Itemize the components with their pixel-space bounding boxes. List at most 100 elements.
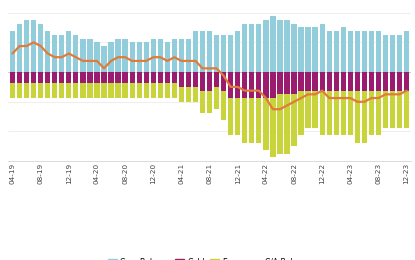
Bar	[320, 72, 325, 91]
Bar	[137, 83, 142, 98]
Bar	[291, 24, 297, 72]
Bar	[270, 72, 276, 98]
Bar	[122, 72, 128, 83]
Bar	[108, 72, 114, 83]
Bar	[179, 72, 184, 87]
Bar	[207, 72, 212, 91]
Bar	[66, 31, 71, 72]
Bar	[214, 35, 219, 72]
Bar	[362, 72, 367, 91]
Bar	[355, 91, 360, 143]
Bar	[249, 24, 254, 72]
Bar	[214, 87, 219, 109]
Bar	[270, 16, 276, 72]
Bar	[31, 83, 36, 98]
Bar	[390, 91, 395, 128]
Bar	[334, 72, 339, 91]
Bar	[270, 98, 276, 158]
Bar	[144, 72, 149, 83]
Bar	[144, 42, 149, 72]
Bar	[73, 35, 78, 72]
Bar	[305, 91, 311, 128]
Bar	[80, 39, 85, 72]
Bar	[404, 72, 409, 91]
Legend: Core Balance, Gold, Energy, C/A Balance: Core Balance, Gold, Energy, C/A Balance	[108, 258, 311, 260]
Bar	[186, 72, 191, 87]
Bar	[369, 31, 374, 72]
Bar	[263, 72, 269, 98]
Bar	[242, 72, 247, 98]
Bar	[242, 98, 247, 143]
Bar	[186, 87, 191, 102]
Bar	[193, 87, 198, 102]
Bar	[10, 72, 15, 83]
Bar	[101, 46, 107, 72]
Bar	[179, 87, 184, 102]
Bar	[108, 42, 114, 72]
Bar	[320, 91, 325, 135]
Bar	[348, 91, 353, 135]
Bar	[207, 91, 212, 113]
Bar	[179, 39, 184, 72]
Bar	[151, 39, 156, 72]
Bar	[228, 35, 233, 72]
Bar	[158, 83, 163, 98]
Bar	[277, 20, 283, 72]
Bar	[298, 28, 304, 72]
Bar	[355, 72, 360, 91]
Bar	[73, 83, 78, 98]
Bar	[376, 72, 381, 91]
Bar	[390, 35, 395, 72]
Bar	[172, 39, 177, 72]
Bar	[87, 83, 93, 98]
Bar	[129, 42, 135, 72]
Bar	[137, 72, 142, 83]
Bar	[59, 35, 64, 72]
Bar	[249, 72, 254, 98]
Bar	[341, 28, 346, 72]
Bar	[137, 42, 142, 72]
Bar	[397, 72, 402, 91]
Bar	[200, 72, 205, 91]
Bar	[129, 83, 135, 98]
Bar	[312, 72, 318, 91]
Bar	[214, 72, 219, 87]
Bar	[45, 72, 50, 83]
Bar	[277, 94, 283, 154]
Bar	[151, 72, 156, 83]
Bar	[38, 24, 43, 72]
Bar	[277, 72, 283, 94]
Bar	[94, 72, 100, 83]
Bar	[320, 24, 325, 72]
Bar	[334, 31, 339, 72]
Bar	[200, 31, 205, 72]
Bar	[284, 20, 290, 72]
Bar	[24, 20, 29, 72]
Bar	[80, 72, 85, 83]
Bar	[115, 83, 121, 98]
Bar	[165, 72, 170, 83]
Bar	[228, 98, 233, 135]
Bar	[52, 83, 57, 98]
Bar	[383, 35, 388, 72]
Bar	[404, 31, 409, 72]
Bar	[101, 83, 107, 98]
Bar	[73, 72, 78, 83]
Bar	[327, 31, 332, 72]
Bar	[115, 72, 121, 83]
Bar	[348, 31, 353, 72]
Bar	[45, 31, 50, 72]
Bar	[404, 91, 409, 128]
Bar	[341, 72, 346, 91]
Bar	[122, 83, 128, 98]
Bar	[383, 91, 388, 128]
Bar	[52, 35, 57, 72]
Bar	[256, 72, 261, 98]
Bar	[242, 24, 247, 72]
Bar	[24, 72, 29, 83]
Bar	[17, 72, 22, 83]
Bar	[200, 91, 205, 113]
Bar	[17, 83, 22, 98]
Bar	[298, 72, 304, 91]
Bar	[221, 91, 226, 120]
